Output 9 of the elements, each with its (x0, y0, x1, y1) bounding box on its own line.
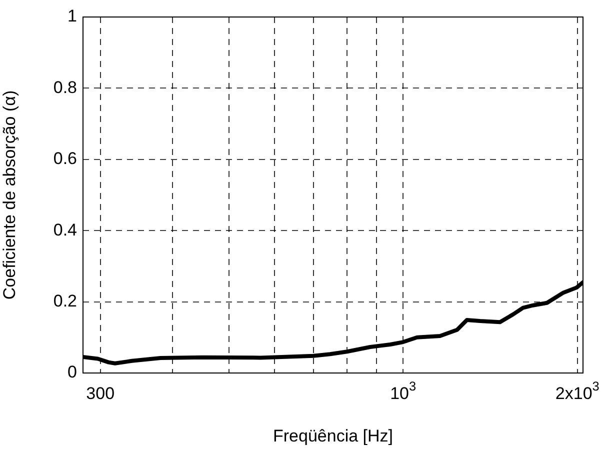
y-tick-label: 0 (68, 362, 77, 382)
y-axis-title: Coeficiente de absorção (α) (0, 90, 19, 300)
x-tick-label: 300 (86, 384, 115, 403)
y-tick-label: 0.4 (53, 220, 77, 240)
y-tick-label: 1 (68, 6, 77, 26)
y-tick-label: 0.2 (53, 291, 77, 310)
x-axis-title: Freqüência [Hz] (273, 426, 393, 446)
y-tick-label: 0.6 (53, 149, 77, 168)
y-tick-label: 0.8 (53, 78, 77, 97)
